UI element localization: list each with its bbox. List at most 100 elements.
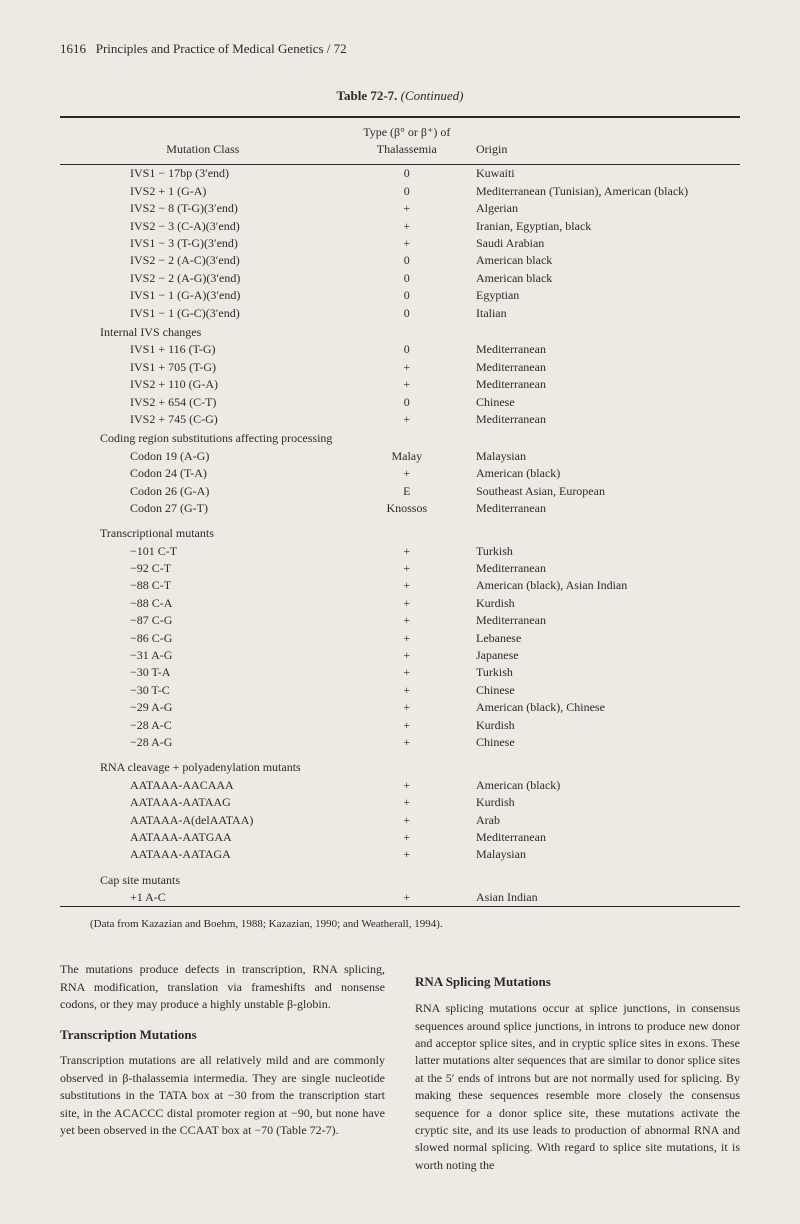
col-header-type: Type (β° or β⁺) of Thalassemia — [346, 117, 468, 165]
mutation-cell: −86 C-G — [60, 630, 346, 647]
type-cell: + — [346, 889, 468, 907]
type-cell: + — [346, 846, 468, 863]
origin-cell: American (black), Chinese — [468, 699, 740, 716]
mutation-cell: IVS2 − 8 (T-G)(3′end) — [60, 200, 346, 217]
table-row: AATAAA-AATAAG+Kurdish — [60, 794, 740, 811]
table-row: AATAAA-A(delAATAA)+Arab — [60, 812, 740, 829]
table-row: −31 A-G+Japanese — [60, 647, 740, 664]
origin-cell: Mediterranean — [468, 560, 740, 577]
page-title: Principles and Practice of Medical Genet… — [96, 41, 347, 56]
mutation-cell: IVS1 − 1 (G-C)(3′end) — [60, 305, 346, 322]
origin-cell: Southeast Asian, European — [468, 483, 740, 500]
page-header: 1616 Principles and Practice of Medical … — [60, 40, 740, 59]
origin-cell: Mediterranean — [468, 376, 740, 393]
mutation-cell: IVS2 + 110 (G-A) — [60, 376, 346, 393]
table-row: AATAAA-AATGAA+Mediterranean — [60, 829, 740, 846]
table-row: +1 A-C+Asian Indian — [60, 889, 740, 907]
type-cell: + — [346, 647, 468, 664]
type-cell: + — [346, 734, 468, 751]
mutation-cell: −28 A-G — [60, 734, 346, 751]
table-row: −88 C-T+American (black), Asian Indian — [60, 577, 740, 594]
table-row: −28 A-G+Chinese — [60, 734, 740, 751]
origin-cell: Arab — [468, 812, 740, 829]
mutation-cell: −29 A-G — [60, 699, 346, 716]
type-cell: + — [346, 200, 468, 217]
origin-cell: Algerian — [468, 200, 740, 217]
mutation-cell: IVS1 + 116 (T-G) — [60, 341, 346, 358]
type-cell: 0 — [346, 165, 468, 183]
mutation-cell: −88 C-A — [60, 595, 346, 612]
left-column: The mutations produce defects in transcr… — [60, 961, 385, 1184]
mutation-cell: AATAAA-AATAAG — [60, 794, 346, 811]
origin-cell: Lebanese — [468, 630, 740, 647]
mutation-cell: −88 C-T — [60, 577, 346, 594]
origin-cell: Malaysian — [468, 448, 740, 465]
type-cell: 0 — [346, 287, 468, 304]
mutation-cell: IVS2 − 2 (A-G)(3′end) — [60, 270, 346, 287]
origin-cell: Chinese — [468, 682, 740, 699]
table-row: −28 A-C+Kurdish — [60, 717, 740, 734]
table-row: IVS2 + 110 (G-A)+Mediterranean — [60, 376, 740, 393]
body-paragraph: Transcription mutations are all relative… — [60, 1052, 385, 1139]
group-label: Cap site mutants — [60, 870, 740, 889]
type-cell: + — [346, 829, 468, 846]
type-cell: + — [346, 235, 468, 252]
mutation-cell: IVS1 − 1 (G-A)(3′end) — [60, 287, 346, 304]
mutation-cell: AATAAA-A(delAATAA) — [60, 812, 346, 829]
type-cell: E — [346, 483, 468, 500]
mutation-cell: IVS2 − 3 (C-A)(3′end) — [60, 218, 346, 235]
origin-cell: Iranian, Egyptian, black — [468, 218, 740, 235]
mutation-cell: IVS2 + 745 (C-G) — [60, 411, 346, 428]
origin-cell: American (black) — [468, 465, 740, 482]
type-cell: + — [346, 376, 468, 393]
mutation-cell: AATAAA-AATAGA — [60, 846, 346, 863]
origin-cell: Kuwaiti — [468, 165, 740, 183]
mutation-cell: +1 A-C — [60, 889, 346, 907]
mutation-cell: Codon 24 (T-A) — [60, 465, 346, 482]
table-caption: Table 72-7. (Continued) — [60, 87, 740, 106]
type-cell: + — [346, 682, 468, 699]
mutation-cell: −28 A-C — [60, 717, 346, 734]
type-cell: + — [346, 699, 468, 716]
group-label: RNA cleavage + polyadenylation mutants — [60, 757, 740, 776]
table-row: Codon 19 (A-G)MalayMalaysian — [60, 448, 740, 465]
subheading: RNA Splicing Mutations — [415, 973, 740, 992]
table-row: IVS1 − 1 (G-A)(3′end)0Egyptian — [60, 287, 740, 304]
type-cell: + — [346, 577, 468, 594]
group-label: Coding region substitutions affecting pr… — [60, 428, 740, 447]
mutation-cell: IVS1 + 705 (T-G) — [60, 359, 346, 376]
type-cell: 0 — [346, 394, 468, 411]
mutation-cell: −101 C-T — [60, 543, 346, 560]
origin-cell: Mediterranean — [468, 341, 740, 358]
right-column: RNA Splicing Mutations RNA splicing muta… — [415, 961, 740, 1184]
table-row: IVS2 − 8 (T-G)(3′end)+Algerian — [60, 200, 740, 217]
type-cell: + — [346, 359, 468, 376]
table-row: Cap site mutants — [60, 870, 740, 889]
mutation-cell: −87 C-G — [60, 612, 346, 629]
origin-cell: Kurdish — [468, 595, 740, 612]
mutation-cell: −92 C-T — [60, 560, 346, 577]
table-row: −88 C-A+Kurdish — [60, 595, 740, 612]
caption-label: Table 72-7. — [337, 88, 398, 103]
type-cell: + — [346, 794, 468, 811]
type-cell: 0 — [346, 270, 468, 287]
table-row: AATAAA-AATAGA+Malaysian — [60, 846, 740, 863]
group-label: Transcriptional mutants — [60, 523, 740, 542]
table-row: IVS1 + 116 (T-G)0Mediterranean — [60, 341, 740, 358]
mutation-cell: IVS1 − 3 (T-G)(3′end) — [60, 235, 346, 252]
table-row: IVS2 − 2 (A-G)(3′end)0American black — [60, 270, 740, 287]
type-cell: + — [346, 543, 468, 560]
type-cell: 0 — [346, 252, 468, 269]
origin-cell: Chinese — [468, 734, 740, 751]
origin-cell: American black — [468, 252, 740, 269]
mutation-cell: Codon 19 (A-G) — [60, 448, 346, 465]
table-row: RNA cleavage + polyadenylation mutants — [60, 757, 740, 776]
subheading: Transcription Mutations — [60, 1026, 385, 1045]
mutation-cell: AATAAA-AATGAA — [60, 829, 346, 846]
table-row: −86 C-G+Lebanese — [60, 630, 740, 647]
col-header-origin: Origin — [468, 117, 740, 165]
origin-cell: American (black), Asian Indian — [468, 577, 740, 594]
type-cell: 0 — [346, 183, 468, 200]
body-paragraph: RNA splicing mutations occur at splice j… — [415, 1000, 740, 1174]
origin-cell: Chinese — [468, 394, 740, 411]
